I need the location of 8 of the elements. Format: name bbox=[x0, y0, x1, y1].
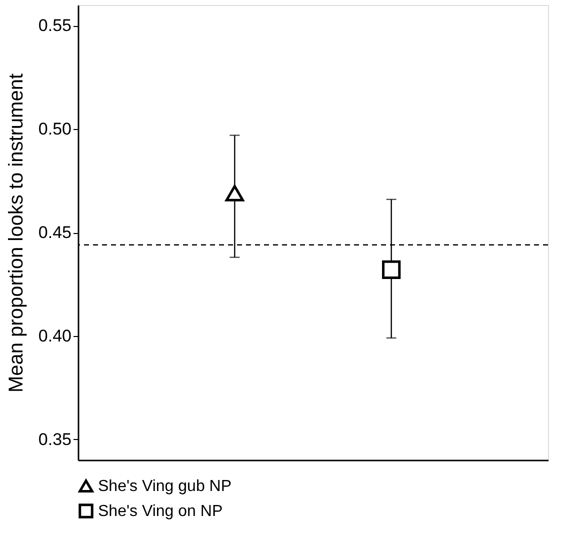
y-tick-label: 0.40 bbox=[38, 326, 72, 346]
legend-label: She's Ving gub NP bbox=[98, 478, 232, 495]
y-axis-title: Mean proportion looks to instrument bbox=[5, 73, 28, 393]
legend-label: She's Ving on NP bbox=[98, 503, 223, 520]
y-tick-label: 0.35 bbox=[38, 430, 72, 449]
y-tick-label: 0.50 bbox=[38, 120, 72, 139]
y-tick-label: 0.45 bbox=[38, 223, 72, 242]
y-tick-label: 0.55 bbox=[38, 16, 72, 36]
